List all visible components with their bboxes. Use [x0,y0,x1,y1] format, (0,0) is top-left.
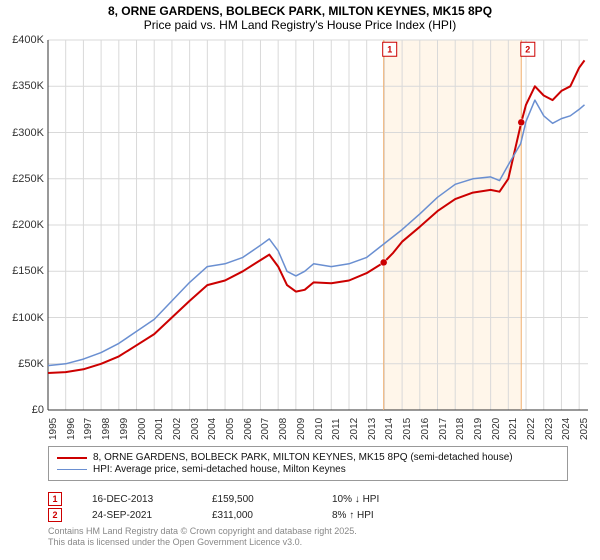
marker-table: 1 16-DEC-2013 £159,500 10% ↓ HPI 2 24-SEP-202… [48,490,568,524]
x-tick-label: 1995 [48,418,59,440]
y-tick-label: £100K [12,312,44,324]
x-tick-label: 2003 [190,418,201,440]
chart-title-sub: Price paid vs. HM Land Registry's House … [0,18,600,32]
plot-area: 12 [48,40,588,410]
marker-row: 2 24-SEP-2021 £311,000 8% ↑ HPI [48,508,568,522]
x-tick-label: 2005 [225,418,236,440]
x-tick-label: 2008 [278,418,289,440]
x-tick-label: 2024 [561,418,572,440]
y-tick-label: £250K [12,173,44,185]
legend-swatch [57,469,87,470]
x-tick-label: 1996 [66,418,77,440]
x-tick-label: 2017 [438,418,449,440]
x-tick-label: 2014 [384,418,395,440]
marker-date: 16-DEC-2013 [92,494,182,505]
marker-badge: 1 [48,492,62,506]
x-tick-label: 2001 [154,418,165,440]
x-tick-label: 2013 [367,418,378,440]
marker-date: 24-SEP-2021 [92,510,182,521]
marker-price: £311,000 [212,510,302,521]
x-tick-label: 2020 [491,418,502,440]
y-tick-label: £0 [32,404,44,416]
legend-label: HPI: Average price, semi-detached house,… [93,464,346,475]
marker-delta: 8% ↑ HPI [332,510,422,521]
svg-text:1: 1 [387,44,392,54]
x-tick-label: 2010 [314,418,325,440]
legend-swatch [57,457,87,459]
chart-title-main: 8, ORNE GARDENS, BOLBECK PARK, MILTON KE… [0,4,600,18]
legend-box: 8, ORNE GARDENS, BOLBECK PARK, MILTON KE… [48,446,568,481]
x-tick-label: 2016 [420,418,431,440]
x-tick-label: 2007 [260,418,271,440]
plot-svg: 12 [48,40,588,410]
x-axis: 1995 1996 1997 1998 1999 2000 2001 2002 2003 2004… [48,412,588,442]
price-chart-container: 8, ORNE GARDENS, BOLBECK PARK, MILTON KE… [0,0,600,560]
credits-line1: Contains HM Land Registry data © Crown c… [48,526,357,537]
x-tick-label: 2018 [455,418,466,440]
marker-badge: 2 [48,508,62,522]
x-tick-label: 2025 [579,418,590,440]
x-tick-label: 2023 [544,418,555,440]
svg-text:2: 2 [525,44,530,54]
marker-delta: 10% ↓ HPI [332,494,422,505]
marker-price: £159,500 [212,494,302,505]
x-tick-label: 2019 [473,418,484,440]
x-tick-label: 2009 [296,418,307,440]
y-tick-label: £200K [12,219,44,231]
x-tick-label: 2011 [331,418,342,440]
x-tick-label: 1998 [101,418,112,440]
marker-row: 1 16-DEC-2013 £159,500 10% ↓ HPI [48,492,568,506]
credits: Contains HM Land Registry data © Crown c… [48,526,357,548]
x-tick-label: 2015 [402,418,413,440]
x-tick-label: 2021 [508,418,519,440]
x-tick-label: 2022 [526,418,537,440]
x-tick-label: 1997 [83,418,94,440]
x-tick-label: 2012 [349,418,360,440]
legend-item: HPI: Average price, semi-detached house,… [57,464,559,475]
credits-line2: This data is licensed under the Open Gov… [48,537,357,548]
y-axis: £0£50K£100K£150K£200K£250K£300K£350K£400… [0,40,46,410]
y-tick-label: £300K [12,127,44,139]
x-tick-label: 2000 [137,418,148,440]
legend-item: 8, ORNE GARDENS, BOLBECK PARK, MILTON KE… [57,452,559,463]
x-tick-label: 1999 [119,418,130,440]
y-tick-label: £150K [12,265,44,277]
y-tick-label: £350K [12,80,44,92]
y-tick-label: £50K [18,358,44,370]
x-tick-label: 2002 [172,418,183,440]
x-tick-label: 2006 [243,418,254,440]
y-tick-label: £400K [12,34,44,46]
legend-label: 8, ORNE GARDENS, BOLBECK PARK, MILTON KE… [93,452,513,463]
chart-titles: 8, ORNE GARDENS, BOLBECK PARK, MILTON KE… [0,0,600,33]
x-tick-label: 2004 [207,418,218,440]
